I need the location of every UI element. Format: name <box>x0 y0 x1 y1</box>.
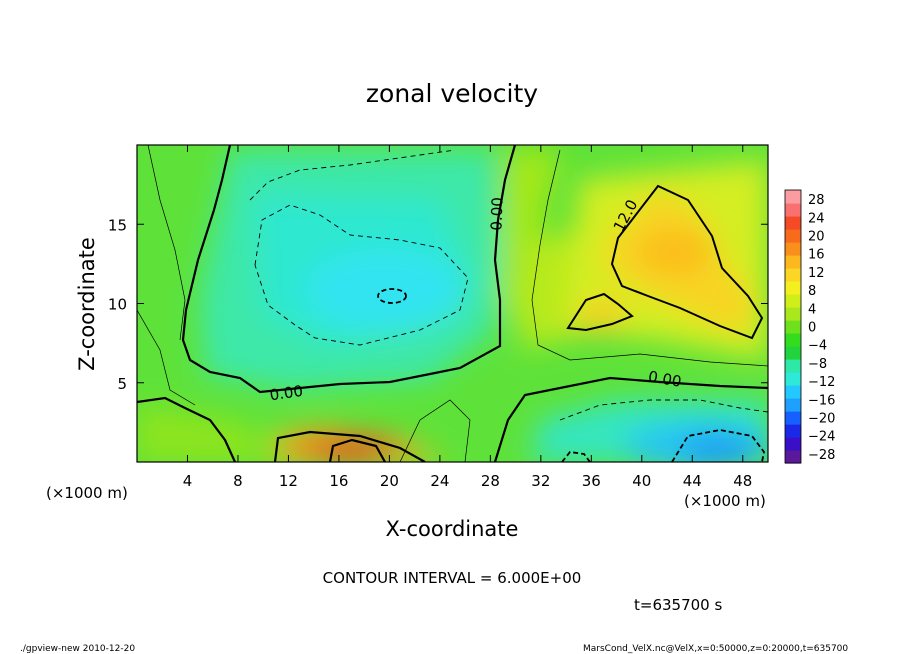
colorbar-swatch <box>785 398 801 412</box>
colorbar-label: 4 <box>808 302 816 317</box>
colorbar-swatch <box>785 372 801 386</box>
time-stamp-text: t=635700 s <box>634 596 722 614</box>
colorbar-swatches <box>785 190 801 464</box>
colorbar-label: −28 <box>808 448 835 463</box>
colorbar-swatch <box>785 190 801 204</box>
x-unit-label-left: (×1000 m) <box>46 484 128 502</box>
x-tick-label: 36 <box>582 472 601 490</box>
colorbar-swatch <box>785 216 801 230</box>
chart-title: zonal velocity <box>366 79 538 108</box>
field-shading <box>137 150 768 462</box>
contour-label: 0.00 <box>647 367 683 391</box>
x-axis-label: X-coordinate <box>386 517 519 541</box>
colorbar-label: 20 <box>808 230 825 245</box>
colorbar-swatch <box>785 203 801 217</box>
contour-interval-text: CONTOUR INTERVAL = 6.000E+00 <box>323 569 582 587</box>
colorbar-swatch <box>785 424 801 438</box>
colorbar-label: −8 <box>808 357 827 372</box>
colorbar-swatch <box>785 294 801 308</box>
x-tick-label: 8 <box>233 472 243 490</box>
colorbar-label: 12 <box>808 266 825 281</box>
colorbar-label: 16 <box>808 248 825 263</box>
colorbar-swatch <box>785 320 801 334</box>
colorbar-swatch <box>785 346 801 360</box>
contour-label: 0.00 <box>269 382 305 404</box>
x-tick-label: 16 <box>329 472 348 490</box>
x-tick-label: 20 <box>380 472 399 490</box>
colorbar-label: −24 <box>808 430 835 445</box>
y-tick-label: 15 <box>108 216 127 234</box>
colorbar-swatch <box>785 437 801 451</box>
colorbar-swatch <box>785 242 801 256</box>
x-tick-label: 24 <box>430 472 449 490</box>
colorbar-labels: 28 24 20 16 12 8 4 0 −4 −8 −12 −16 −20 −24 −28 <box>808 193 835 463</box>
colorbar-label: −4 <box>808 339 827 354</box>
colorbar-label: 28 <box>808 193 825 208</box>
colorbar-label: −16 <box>808 393 835 408</box>
colorbar-swatch <box>785 411 801 425</box>
contour-lines <box>137 145 768 462</box>
x-tick-label: 48 <box>733 472 752 490</box>
y-axis-label: Z-coordinate <box>75 237 99 371</box>
colorbar-swatch <box>785 450 801 464</box>
footer-left-text: ./gpview-new 2010-12-20 <box>20 644 135 654</box>
colorbar-label: 0 <box>808 321 816 336</box>
colorbar-swatch <box>785 281 801 295</box>
y-tick-labels: 5 10 15 <box>108 216 127 393</box>
colorbar-label: 24 <box>808 211 825 226</box>
x-tick-label: 4 <box>183 472 193 490</box>
colorbar: 28 24 20 16 12 8 4 0 −4 −8 −12 −16 −20 −24 −28 <box>784 189 835 464</box>
colorbar-swatch <box>785 268 801 282</box>
x-tick-label: 32 <box>531 472 550 490</box>
colorbar-swatch <box>785 255 801 269</box>
y-tick-label: 5 <box>117 375 127 393</box>
colorbar-frame <box>784 189 802 464</box>
colorbar-swatch <box>785 307 801 321</box>
y-tick-label: 10 <box>108 296 127 314</box>
contour-label: 0.00 <box>487 197 506 231</box>
colorbar-label: 8 <box>808 284 816 299</box>
colorbar-swatch <box>785 229 801 243</box>
colorbar-swatch <box>785 385 801 399</box>
colorbar-swatch <box>785 333 801 347</box>
x-tick-label: 44 <box>683 472 702 490</box>
x-tick-marks <box>186 145 744 462</box>
x-tick-label: 12 <box>279 472 298 490</box>
footer-right-text: MarsCond_VelX.nc@VelX,x=0:50000,z=0:2000… <box>583 644 848 654</box>
plot-area <box>136 144 769 463</box>
x-unit-label-right: (×1000 m) <box>684 492 766 510</box>
x-tick-label: 40 <box>632 472 651 490</box>
x-tick-labels: 4 8 12 16 20 24 28 32 36 40 44 48 <box>183 472 753 490</box>
y-tick-marks <box>137 223 768 384</box>
colorbar-label: −12 <box>808 375 835 390</box>
colorbar-swatch <box>785 359 801 373</box>
colorbar-label: −20 <box>808 412 835 427</box>
x-tick-label: 28 <box>481 472 500 490</box>
